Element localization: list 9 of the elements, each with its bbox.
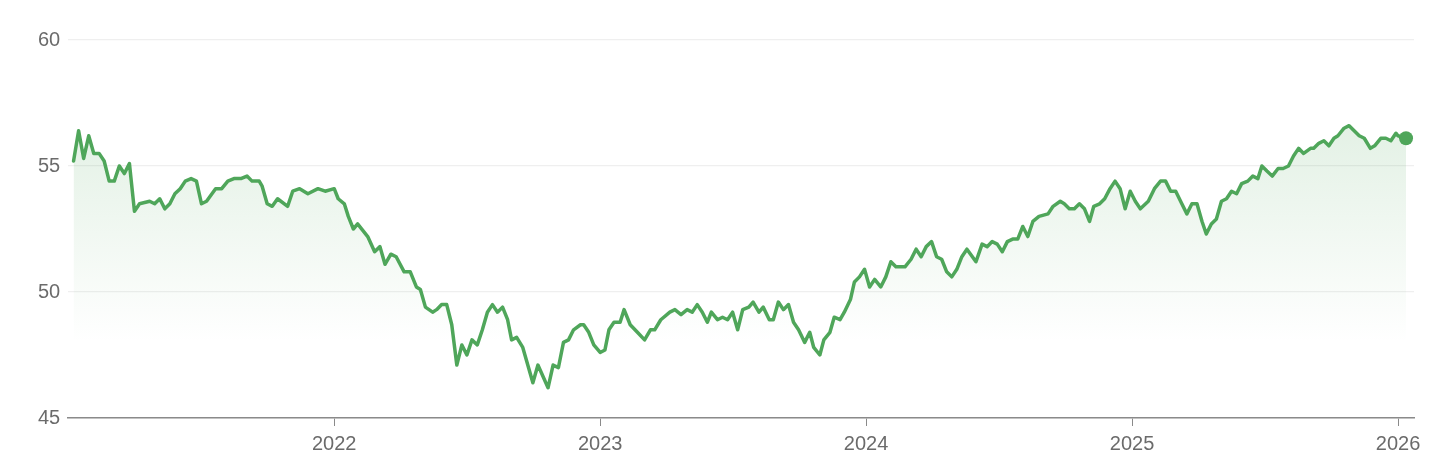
x-tick-label: 2025 <box>1109 431 1155 454</box>
y-tick-label: 50 <box>38 279 61 302</box>
x-tick-label: 2023 <box>577 431 623 454</box>
x-tick-label: 2024 <box>843 431 889 454</box>
x-tick-label: 2026 <box>1375 431 1421 454</box>
y-tick-label: 55 <box>38 153 61 176</box>
y-tick-label: 60 <box>38 27 61 50</box>
x-tick-label: 2022 <box>311 431 357 454</box>
y-tick-label: 45 <box>38 405 61 428</box>
